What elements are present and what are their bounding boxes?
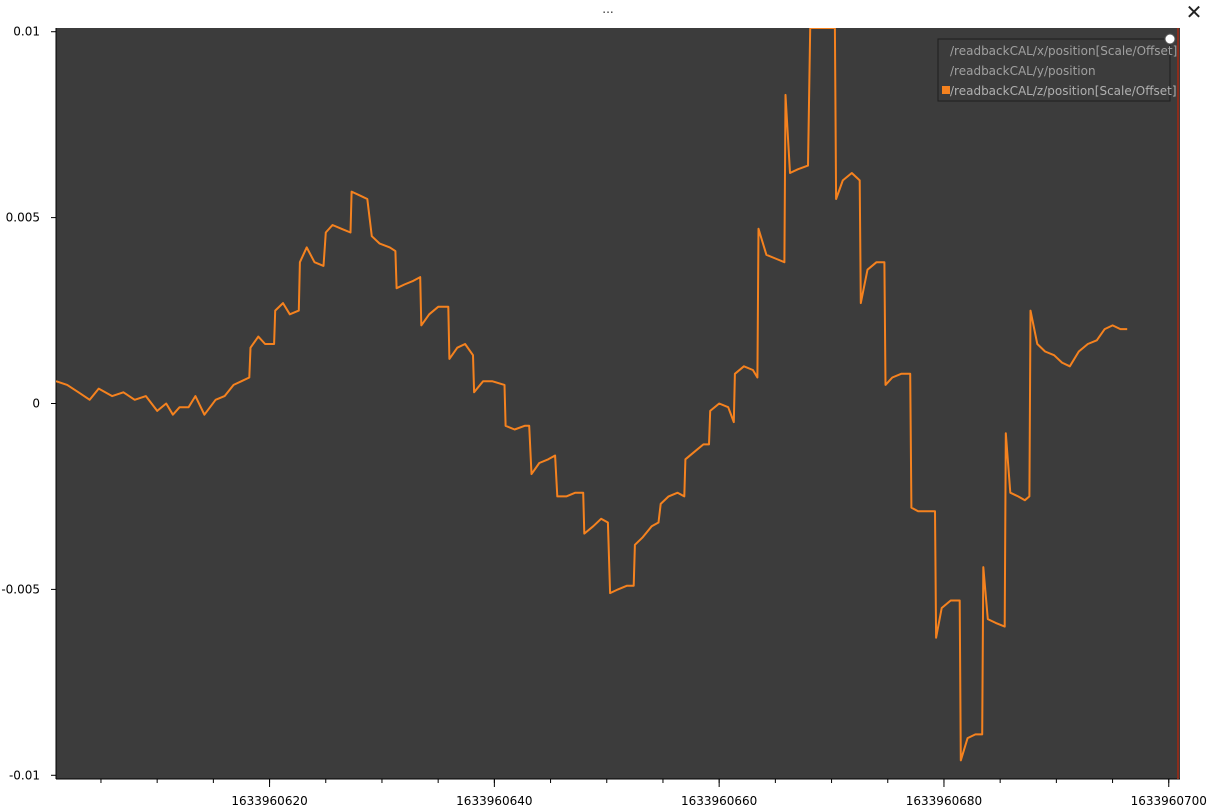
plot-area[interactable] [56, 28, 1180, 779]
y-tick-label: -0.005 [1, 582, 40, 596]
legend-entry[interactable]: /readbackCAL/y/position [950, 64, 1096, 78]
y-tick-label: 0.005 [6, 211, 40, 225]
x-tick-label: 1633960640 [456, 794, 532, 808]
series-layer [56, 28, 1128, 762]
legend-entry[interactable]: /readbackCAL/x/position[Scale/Offset] [950, 44, 1177, 58]
y-tick-label: -0.01 [9, 768, 40, 782]
window-titlebar: ... ✕ [0, 0, 1216, 26]
legend-swatch [942, 86, 950, 94]
y-axis-ticks: 0.01 0.005 0 -0.005 -0.01 [1, 25, 56, 782]
x-tick-label: 1633960660 [681, 794, 757, 808]
x-axis-ticks: 1633960620 1633960640 1633960660 1633960680… [100, 779, 1207, 808]
legend[interactable]: /readbackCAL/x/position[Scale/Offset] /re… [937, 33, 1177, 102]
legend-box [937, 38, 1171, 102]
series-line-z-position[interactable] [56, 28, 1128, 762]
legend-handle-icon[interactable] [1164, 33, 1176, 45]
legend-entry[interactable]: /readbackCAL/z/position[Scale/Offset] [950, 84, 1177, 98]
x-tick-label: 1633960620 [231, 794, 307, 808]
y-tick-label: 0.01 [13, 25, 40, 39]
window-title: ... [602, 2, 614, 16]
y-tick-label: 0 [32, 397, 40, 411]
x-tick-label: 1633960680 [906, 794, 982, 808]
close-icon[interactable]: ✕ [1185, 0, 1203, 24]
x-tick-label: 1633960700 [1131, 794, 1207, 808]
